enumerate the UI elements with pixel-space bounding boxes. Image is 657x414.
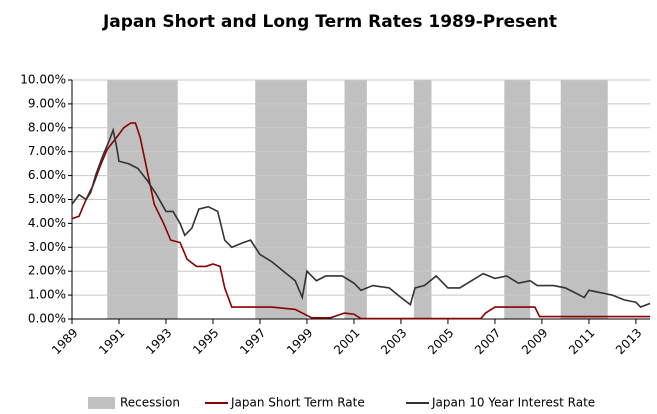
legend-label: Japan Short Term Rate — [230, 396, 365, 410]
y-tick-label: 3.00% — [28, 240, 66, 254]
legend-label: Japan 10 Year Interest Rate — [431, 396, 595, 410]
y-tick-label: 2.00% — [28, 264, 66, 278]
y-tick-label: 6.00% — [28, 168, 66, 182]
y-tick-label: 5.00% — [28, 192, 66, 206]
legend-swatch — [88, 397, 115, 409]
series-line — [71, 127, 651, 308]
y-tick-label: 9.00% — [28, 96, 66, 110]
y-tick-label: 4.00% — [28, 216, 66, 230]
y-tick-label: 10.00% — [20, 73, 66, 87]
y-tick-label: 1.00% — [28, 288, 66, 302]
legend-label: Recession — [120, 396, 180, 410]
series-line — [71, 122, 650, 320]
y-tick-label: 8.00% — [28, 120, 66, 134]
chart-title: Japan Short and Long Term Rates 1989-Pre… — [102, 12, 557, 32]
y-tick-label: 0.00% — [28, 312, 66, 326]
y-tick-label: 7.00% — [28, 144, 66, 158]
